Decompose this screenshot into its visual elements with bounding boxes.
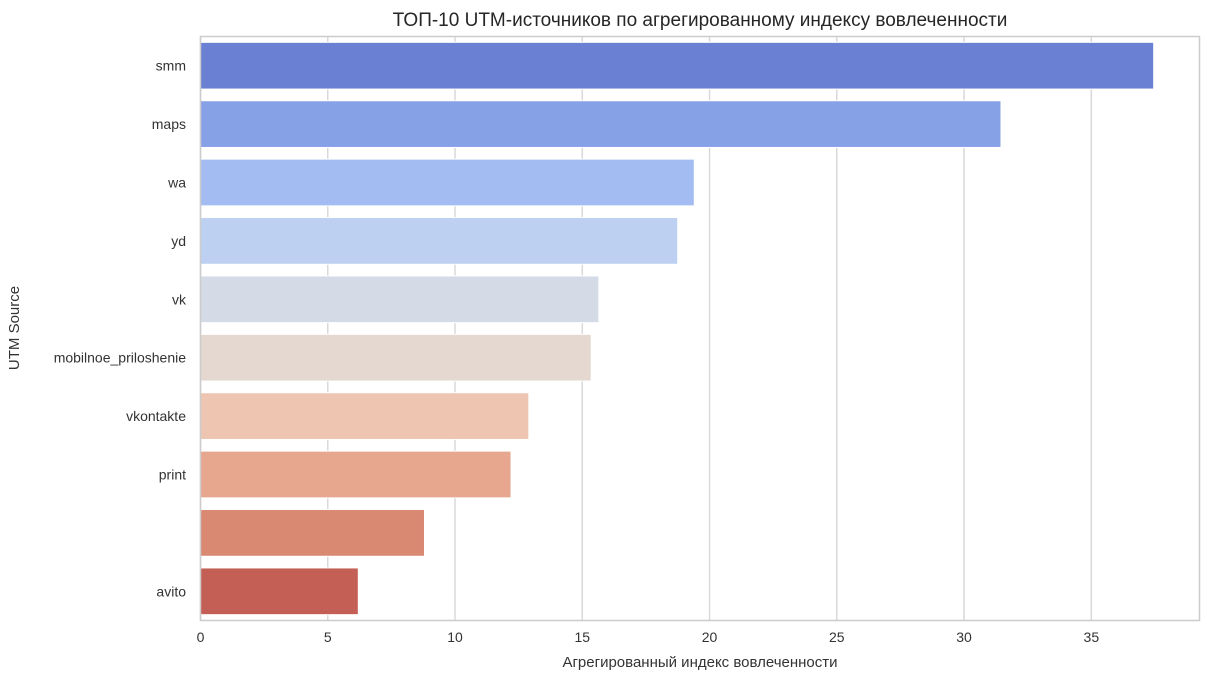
bar-yd <box>200 217 679 265</box>
bar-mobilnoe_priloshenie <box>200 333 592 382</box>
y-tick-label: vk <box>172 291 187 307</box>
x-tick-label: 0 <box>197 629 205 645</box>
y-tick-label: smm <box>156 58 186 74</box>
y-tick-label: print <box>159 467 186 483</box>
y-tick-label: avito <box>156 583 186 599</box>
x-tick-label: 10 <box>447 629 463 645</box>
bar-vkontakte <box>200 392 530 440</box>
chart-title: ТОП-10 UTM-источников по агрегированному… <box>393 10 1008 31</box>
y-axis-label: UTM Source <box>6 286 23 370</box>
x-tick-labels: 0 5 10 15 20 25 30 35 <box>197 629 1100 645</box>
x-tick-label: 30 <box>956 629 972 645</box>
x-tick-label: 25 <box>829 629 845 645</box>
bar-smm <box>200 41 1155 90</box>
y-tick-label: vkontakte <box>126 408 186 424</box>
bar-wa <box>200 158 695 207</box>
bar-unlabeled <box>200 509 425 557</box>
y-tick-labels: smm maps wa yd vk mobilnoe_priloshenievkontak… <box>54 58 187 600</box>
plot-frame <box>199 35 1201 622</box>
y-tick-label: mobilnoe_priloshenie <box>54 350 187 366</box>
bars <box>200 41 1155 616</box>
bar-avito <box>200 567 359 616</box>
bar-maps <box>200 100 1002 148</box>
y-tick-label: maps <box>152 116 186 132</box>
x-tick-label: 35 <box>1084 629 1100 645</box>
y-tick-label: yd <box>171 233 186 249</box>
bar-print <box>200 450 512 499</box>
y-tick-label: wa <box>167 175 186 191</box>
x-axis-label: Агрегированный индекс вовлеченности <box>562 654 837 671</box>
x-tick-label: 5 <box>324 629 332 645</box>
bar-vk <box>200 275 600 324</box>
x-tick-label: 15 <box>574 629 590 645</box>
x-tick-label: 20 <box>702 629 718 645</box>
